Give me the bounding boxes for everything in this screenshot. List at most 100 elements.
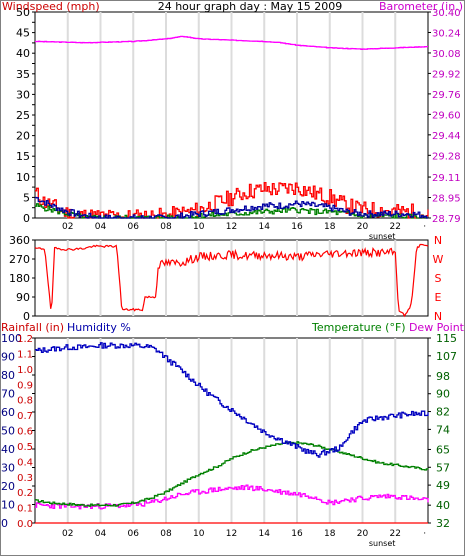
humidity-axis-title: Humidity % <box>67 321 131 334</box>
x-tick-label: 14 <box>259 222 271 232</box>
x-tick-label: 10 <box>193 222 205 232</box>
temp-y-tick-label: 40 <box>436 499 450 512</box>
weather-x-tick-label: 12 <box>226 529 237 539</box>
weather-x-tick-label: 16 <box>291 529 303 539</box>
y-tick-label-left: 10 <box>16 171 30 184</box>
y-tick-label-left: 0 <box>23 212 30 225</box>
temp-y-tick-label: 115 <box>436 332 457 345</box>
compass-label: W <box>433 253 444 266</box>
y-tick-label-right: 30.40 <box>432 8 461 19</box>
rain-y-tick-label: 1.0 <box>17 365 33 376</box>
series-line-dew_point <box>35 484 429 510</box>
humidity-y-tick-label: 100 <box>1 332 22 345</box>
y-tick-label-left: 15 <box>16 150 30 163</box>
x-tick-label: 16 <box>291 222 303 232</box>
y-tick-label-left: 50 <box>16 6 30 19</box>
y-tick-label-left: 5 <box>23 191 30 204</box>
y-tick-label-right: 28.79 <box>432 214 461 225</box>
rainfall-axis-title: Rainfall (in) <box>1 321 64 334</box>
rain-y-tick-label: 0.7 <box>17 411 33 422</box>
rain-y-tick-label: 0.3 <box>17 473 33 484</box>
x-tick-label: 04 <box>95 222 107 232</box>
y-tick-label-right: 29.92 <box>432 69 461 80</box>
rain-y-tick-label: 0.1 <box>17 504 33 515</box>
series-line-barometer <box>35 35 428 50</box>
series-line-average <box>35 196 428 219</box>
right-axis-title: Barometer (in.) <box>379 0 463 13</box>
humidity-y-tick-label: 60 <box>1 406 15 419</box>
x-tick-label: 06 <box>128 222 140 232</box>
left-axis-title: Windspeed (mph) <box>2 0 100 13</box>
direction-y-tick-label: 270 <box>9 253 30 266</box>
humidity-y-tick-label: 20 <box>1 480 15 493</box>
rain-y-tick-label: 1.1 <box>17 349 33 360</box>
direction-y-tick-label: 180 <box>9 272 30 285</box>
humidity-y-tick-label: 30 <box>1 462 15 475</box>
y-tick-label-right: 29.11 <box>432 173 461 184</box>
y-tick-label-right: 30.24 <box>432 28 461 39</box>
dew-point-axis-title: Dew Point <box>409 321 465 334</box>
y-tick-label-left: 40 <box>16 47 30 60</box>
series-line-lull <box>35 203 428 219</box>
rain-y-tick-label: 0.2 <box>17 488 33 499</box>
direction-y-tick-label: 90 <box>16 291 30 304</box>
temperature-axis-title: Temperature (°F) <box>311 321 406 334</box>
weather-x-end-tick: · <box>423 529 426 539</box>
weather-x-tick-label: 18 <box>324 529 336 539</box>
rain-y-tick-label: 0.4 <box>17 457 33 468</box>
x-tick-label: 18 <box>324 222 336 232</box>
x-tick-label: 02 <box>62 222 73 232</box>
temp-y-tick-label: 98 <box>436 370 450 383</box>
temp-y-tick-label: 57 <box>436 461 450 474</box>
compass-label: N <box>434 234 442 247</box>
series-line-humidity <box>35 342 429 458</box>
weather-x-tick-label: 08 <box>160 529 172 539</box>
rain-y-tick-label: 0.8 <box>17 396 33 407</box>
weather-sunset-marker: sunset <box>369 539 396 548</box>
y-tick-label-right: 29.76 <box>432 90 461 101</box>
weather-x-tick-label: 02 <box>62 529 73 539</box>
sunset-marker: sunset <box>369 232 396 241</box>
x-tick-label: 22 <box>390 222 401 232</box>
humidity-y-tick-label: 70 <box>1 388 15 401</box>
series-line-direction <box>34 243 429 318</box>
y-tick-label-left: 20 <box>16 130 30 143</box>
temp-y-tick-label: 74 <box>436 423 450 436</box>
humidity-y-tick-label: 90 <box>1 351 15 364</box>
rain-y-tick-label: 0.5 <box>17 442 33 453</box>
humidity-y-tick-label: 40 <box>1 443 15 456</box>
rain-y-tick-label: 1.2 <box>17 334 33 345</box>
weather-x-tick-label: 10 <box>193 529 205 539</box>
temp-y-tick-label: 65 <box>436 443 450 456</box>
temp-y-tick-label: 49 <box>436 479 450 492</box>
rain-y-tick-label: 0.9 <box>17 380 33 391</box>
direction-y-tick-label: 360 <box>9 234 30 247</box>
y-tick-label-right: 29.60 <box>432 110 461 121</box>
y-tick-label-left: 45 <box>16 27 30 40</box>
x-tick-label: 20 <box>357 222 369 232</box>
x-tick-label: 08 <box>160 222 172 232</box>
x-end-tick: · <box>423 222 426 232</box>
humidity-y-tick-label: 50 <box>1 425 15 438</box>
rain-y-tick-label: 0.6 <box>17 427 33 438</box>
series-line-temperature <box>35 441 429 507</box>
direction-y-tick-label: 0 <box>23 310 30 323</box>
chart-title: 24 hour graph day : May 15 2009 <box>158 0 343 13</box>
humidity-y-tick-label: 10 <box>1 499 15 512</box>
rain-y-tick-label: 0.0 <box>17 519 33 530</box>
y-tick-label-left: 30 <box>16 88 30 101</box>
weather-x-tick-label: 20 <box>357 529 369 539</box>
weather-x-tick-label: 06 <box>128 529 140 539</box>
y-tick-label-right: 29.44 <box>432 131 461 142</box>
temp-y-tick-label: 82 <box>436 406 450 419</box>
y-tick-label-right: 28.95 <box>432 194 461 205</box>
y-tick-label-right: 30.08 <box>432 49 461 60</box>
humidity-y-tick-label: 80 <box>1 369 15 382</box>
humidity-y-tick-label: 0 <box>1 517 8 530</box>
y-tick-label-left: 35 <box>16 68 30 81</box>
temp-y-tick-label: 90 <box>436 388 450 401</box>
y-tick-label-left: 25 <box>16 109 30 122</box>
temp-y-tick-label: 107 <box>436 350 457 363</box>
temp-y-tick-label: 32 <box>436 517 450 530</box>
